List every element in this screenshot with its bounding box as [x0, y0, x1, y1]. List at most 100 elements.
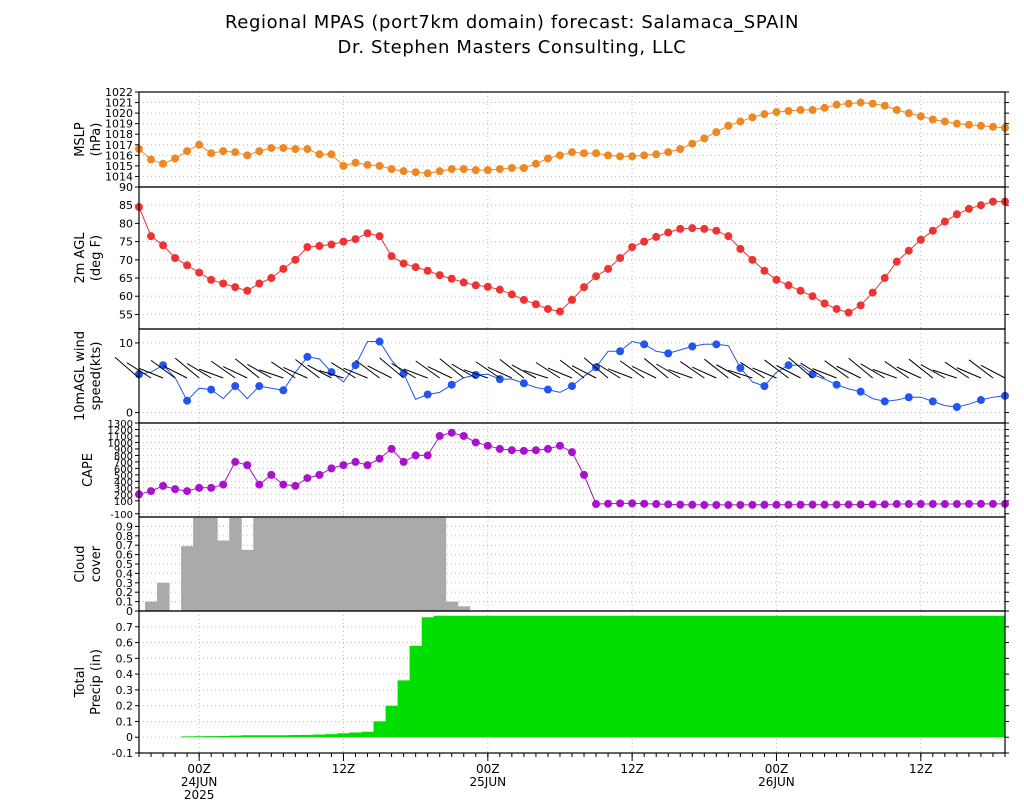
data-point — [339, 461, 348, 470]
data-point — [267, 274, 276, 283]
data-point — [459, 278, 468, 287]
data-point — [519, 446, 528, 455]
cloud-bar — [457, 606, 471, 611]
x-tick-label: 12Z — [332, 762, 356, 776]
data-point — [183, 147, 192, 156]
y-tick-label: 0 — [126, 407, 133, 420]
wind-barb — [680, 361, 705, 379]
data-point — [640, 499, 649, 508]
data-point — [700, 500, 709, 509]
data-point — [555, 151, 564, 160]
y-tick-label: 0.1 — [116, 596, 134, 609]
y-tick-label: -0.1 — [112, 747, 133, 760]
panel-frame — [138, 186, 1006, 330]
wind-barb — [391, 362, 416, 379]
wind-barb — [740, 361, 765, 379]
data-point — [207, 385, 216, 394]
data-point — [483, 441, 492, 450]
data-point — [640, 151, 649, 160]
wind-barb — [583, 357, 609, 379]
data-point — [399, 259, 408, 268]
data-point — [279, 480, 288, 489]
data-point — [471, 281, 480, 290]
x-date-label: 25JUN — [470, 775, 507, 789]
wind-barb — [487, 366, 513, 379]
data-point — [616, 254, 625, 262]
data-point — [279, 386, 288, 395]
data-point — [952, 500, 961, 509]
data-point — [712, 500, 721, 509]
wind-barb — [764, 359, 789, 379]
wind-barb — [114, 356, 140, 379]
y-tick-label: 1100 — [108, 432, 133, 443]
data-point — [604, 151, 613, 160]
cloud-bar — [181, 546, 194, 611]
data-point — [832, 304, 841, 313]
wind-barb — [571, 365, 597, 379]
data-point — [147, 155, 156, 164]
wind-barb — [475, 361, 501, 379]
y-tick-label: 1021 — [105, 97, 133, 110]
y-tick-label: 0 — [126, 605, 133, 618]
data-point — [363, 160, 372, 169]
wind-barb — [150, 359, 176, 379]
data-point — [255, 480, 264, 489]
wind-barb — [932, 369, 958, 379]
data-point — [940, 217, 949, 226]
data-point — [207, 483, 216, 492]
data-point — [796, 286, 805, 295]
data-point — [976, 201, 985, 210]
x-tick-label: 12Z — [909, 762, 933, 776]
wind-barb — [463, 369, 488, 379]
data-point — [375, 232, 384, 241]
data-point — [784, 500, 793, 509]
data-point — [531, 159, 540, 168]
data-point — [856, 301, 865, 310]
wind-barb — [547, 367, 573, 379]
y-axis-label: speed(kts) — [89, 342, 104, 411]
wind-barb — [427, 366, 452, 379]
data-point — [748, 500, 757, 509]
data-point — [568, 295, 576, 304]
data-point — [964, 499, 973, 508]
data-point — [219, 480, 228, 489]
y-tick-label: 1020 — [105, 107, 133, 120]
data-point — [543, 385, 552, 394]
y-axis-label: 2m AGL — [73, 232, 88, 284]
data-point — [652, 500, 661, 509]
y-tick-label: 400 — [114, 477, 133, 488]
data-point — [628, 243, 637, 252]
cloud-bar — [313, 517, 326, 611]
cloud-bar — [205, 517, 218, 611]
cloud-bar — [421, 517, 435, 611]
data-point — [315, 470, 324, 479]
data-point — [327, 240, 336, 249]
data-point — [916, 500, 925, 509]
data-point — [916, 112, 925, 121]
data-point — [976, 121, 985, 130]
data-point — [832, 380, 841, 389]
wind-barb — [800, 362, 825, 379]
data-point — [664, 500, 673, 509]
wind-barb — [956, 367, 982, 379]
y-tick-label: 0.7 — [116, 621, 134, 634]
data-point — [964, 204, 973, 213]
data-point — [519, 379, 528, 388]
panel-temp: 55 60 65 70 75 80 85 90 2m AGL (deg F) — [73, 181, 1009, 330]
data-point — [688, 342, 697, 351]
wind-barb — [439, 358, 465, 379]
data-point — [435, 271, 444, 280]
data-point — [796, 105, 805, 114]
data-point — [531, 446, 540, 455]
wind-barb — [283, 366, 308, 379]
data-point — [844, 308, 853, 317]
y-tick-label: 80 — [119, 217, 133, 230]
data-point — [676, 500, 685, 509]
wind-barb — [704, 358, 729, 379]
wind-barb — [210, 360, 236, 379]
data-point — [303, 352, 312, 361]
data-point — [856, 98, 865, 107]
wind-barb — [367, 365, 392, 379]
y-tick-label: 10 — [119, 337, 133, 350]
